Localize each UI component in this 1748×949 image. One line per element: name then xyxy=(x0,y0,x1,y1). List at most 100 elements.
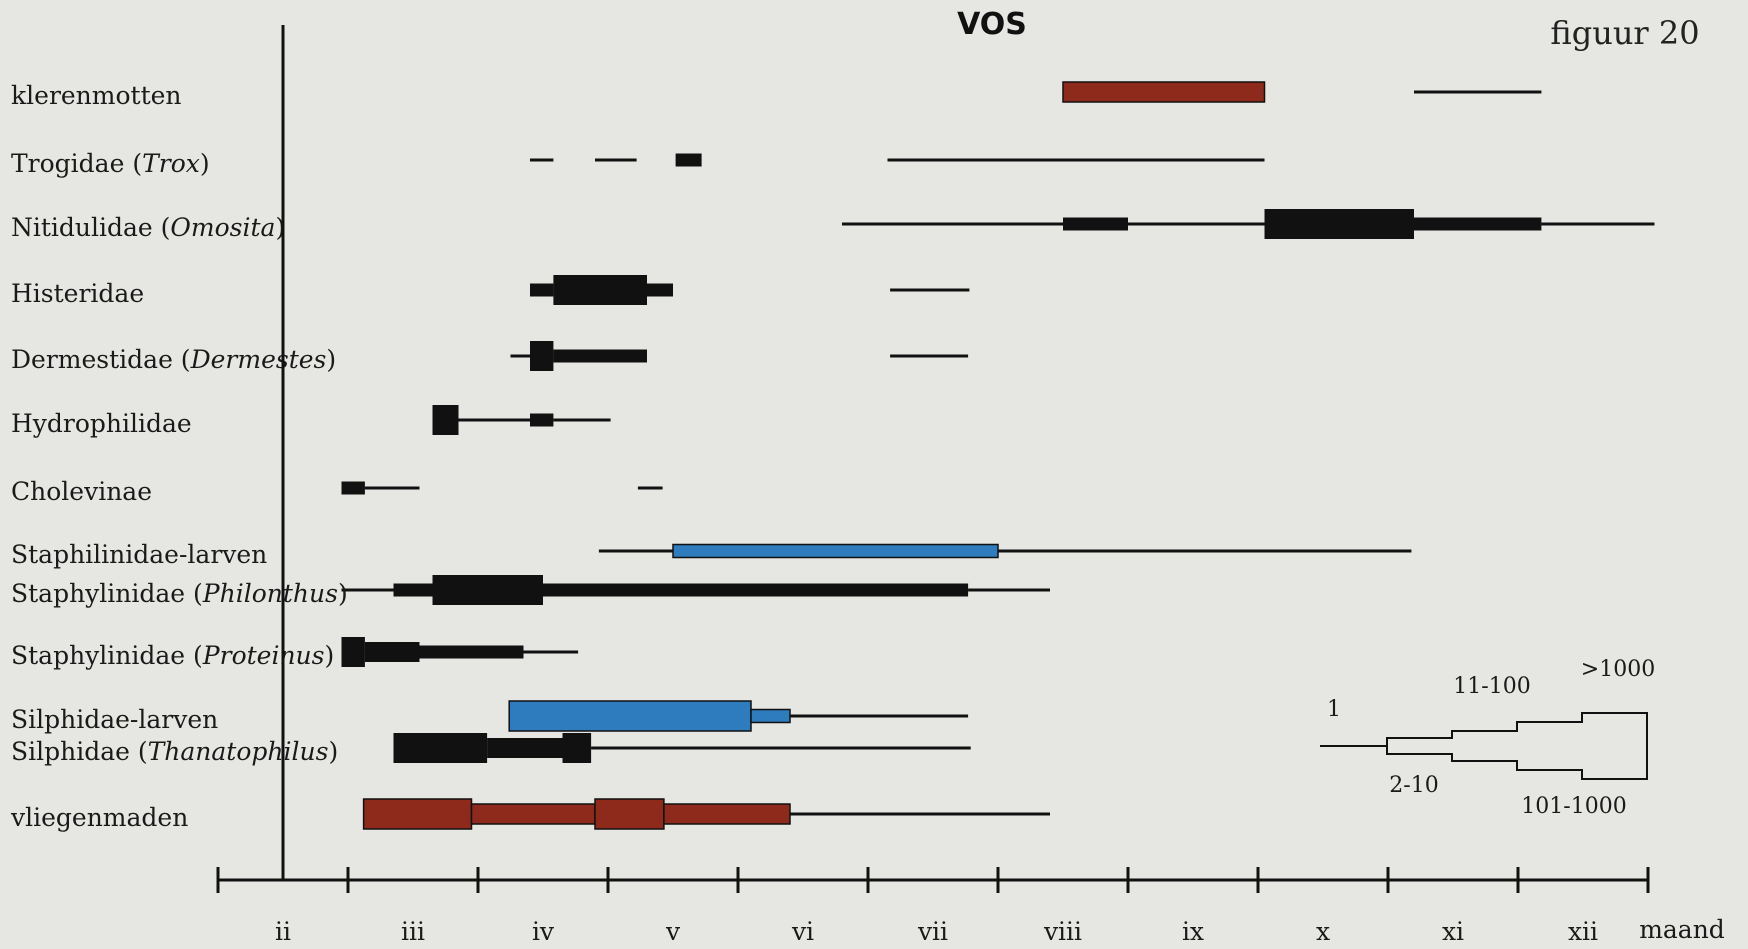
range-segment xyxy=(968,588,1050,592)
range-segment xyxy=(510,354,530,358)
row-label-main: Histeridae xyxy=(11,279,144,308)
range-segment xyxy=(419,645,524,659)
range-segment xyxy=(432,405,459,435)
range-segment xyxy=(1414,217,1542,231)
range-segment xyxy=(341,588,394,592)
range-segment xyxy=(1128,222,1265,226)
range-segment xyxy=(530,341,554,371)
x-tick-label: viii xyxy=(1043,917,1082,946)
row-label-main: Cholevinae xyxy=(11,477,152,506)
range-segment xyxy=(362,798,473,830)
range-segment xyxy=(750,708,791,724)
row-label-main: Trogidae ( xyxy=(11,149,142,178)
range-segment xyxy=(523,650,579,654)
range-segment xyxy=(675,153,702,167)
x-tick-label: ix xyxy=(1182,917,1204,946)
range-segment xyxy=(432,575,543,605)
row-label-italic: Trox xyxy=(142,149,200,178)
legend-label: 1 xyxy=(1327,697,1341,722)
row-label-main: Dermestidae ( xyxy=(11,345,191,374)
range-segment xyxy=(790,714,969,718)
range-segment xyxy=(998,549,1412,553)
x-tick-label: v xyxy=(665,917,681,946)
row-label-suffix: ) xyxy=(325,641,335,670)
legend-label: >1000 xyxy=(1581,657,1655,682)
rows-layer xyxy=(341,81,1655,830)
range-segment xyxy=(487,738,563,758)
row-label: klerenmotten xyxy=(11,81,182,110)
range-segment xyxy=(562,733,592,763)
range-segment xyxy=(470,803,596,825)
range-segment xyxy=(663,803,791,825)
row-label-italic: Philonthus xyxy=(202,579,338,608)
range-segment xyxy=(672,543,999,559)
range-segment xyxy=(458,418,530,422)
row-label: Nitidulidae (Omosita) xyxy=(11,213,285,242)
x-tick-label: iv xyxy=(532,917,555,946)
range-segment xyxy=(553,418,611,422)
row-label-suffix: ) xyxy=(328,737,338,766)
x-tick-label: xi xyxy=(1442,917,1464,946)
range-segment xyxy=(598,549,673,553)
range-segment xyxy=(530,283,554,297)
range-segment xyxy=(553,275,647,305)
legend-label: 11-100 xyxy=(1453,674,1530,699)
legend-label: 2-10 xyxy=(1389,773,1438,798)
row-label-suffix: ) xyxy=(275,213,285,242)
x-tick-label: vii xyxy=(917,917,948,946)
row-label: vliegenmaden xyxy=(10,803,188,832)
row-label: Silphidae-larven xyxy=(11,705,218,734)
row-label-main: Staphylinidae ( xyxy=(11,641,203,670)
range-segment xyxy=(364,486,420,490)
range-segment xyxy=(591,746,971,750)
range-segment xyxy=(364,642,420,662)
range-segment xyxy=(1414,90,1542,94)
legend-label: 101-1000 xyxy=(1521,794,1626,819)
range-segment xyxy=(647,283,673,297)
range-segment xyxy=(1541,222,1655,226)
row-label-main: Nitidulidae ( xyxy=(11,213,170,242)
range-segment xyxy=(887,158,1265,162)
range-segment xyxy=(1063,217,1128,231)
range-segment xyxy=(1264,209,1414,239)
legend: 1 2-10 11-100 101-1000 >1000 xyxy=(1320,657,1655,819)
x-tick-label: iii xyxy=(401,917,425,946)
x-axis-unit: maand xyxy=(1639,915,1725,944)
row-label-italic: Proteinus xyxy=(202,641,325,670)
row-label: Staphilinidae-larven xyxy=(11,540,267,569)
range-segment xyxy=(842,222,1063,226)
row-label: Staphylinidae (Philonthus) xyxy=(11,579,348,608)
range-segment xyxy=(508,700,752,732)
range-segment xyxy=(393,583,433,597)
range-segment xyxy=(637,486,663,490)
row-label-suffix: ) xyxy=(200,149,210,178)
row-label-main: Staphylinidae ( xyxy=(11,579,203,608)
range-segment xyxy=(790,812,1050,816)
row-label: Cholevinae xyxy=(11,477,152,506)
x-tick-label: x xyxy=(1316,917,1330,946)
row-label-main: Silphidae-larven xyxy=(11,705,218,734)
x-tick-label: xii xyxy=(1568,917,1598,946)
range-segment xyxy=(595,158,637,162)
range-segment xyxy=(393,733,488,763)
range-segment xyxy=(1062,81,1266,103)
row-label-suffix: ) xyxy=(338,579,348,608)
figure-label: figuur 20 xyxy=(1550,14,1699,52)
row-label-main: klerenmotten xyxy=(11,81,182,110)
x-tick-label: ii xyxy=(275,917,291,946)
x-axis: ii iii iv v vi vii viii ix x xi xii maand xyxy=(216,867,1725,946)
row-label: Silphidae (Thanatophilus) xyxy=(11,737,338,766)
legend-shape xyxy=(1386,712,1648,780)
range-segment xyxy=(341,481,365,495)
range-segment xyxy=(530,158,554,162)
row-label-main: Staphilinidae-larven xyxy=(11,540,267,569)
range-segment xyxy=(341,637,365,667)
range-segment xyxy=(543,583,969,597)
chart-title: VOS xyxy=(957,7,1027,42)
row-label: Trogidae (Trox) xyxy=(11,149,210,178)
row-label: Dermestidae (Dermestes) xyxy=(11,345,336,374)
row-label: Histeridae xyxy=(11,279,144,308)
row-label-main: Silphidae ( xyxy=(11,737,148,766)
row-label: Staphylinidae (Proteinus) xyxy=(11,641,334,670)
